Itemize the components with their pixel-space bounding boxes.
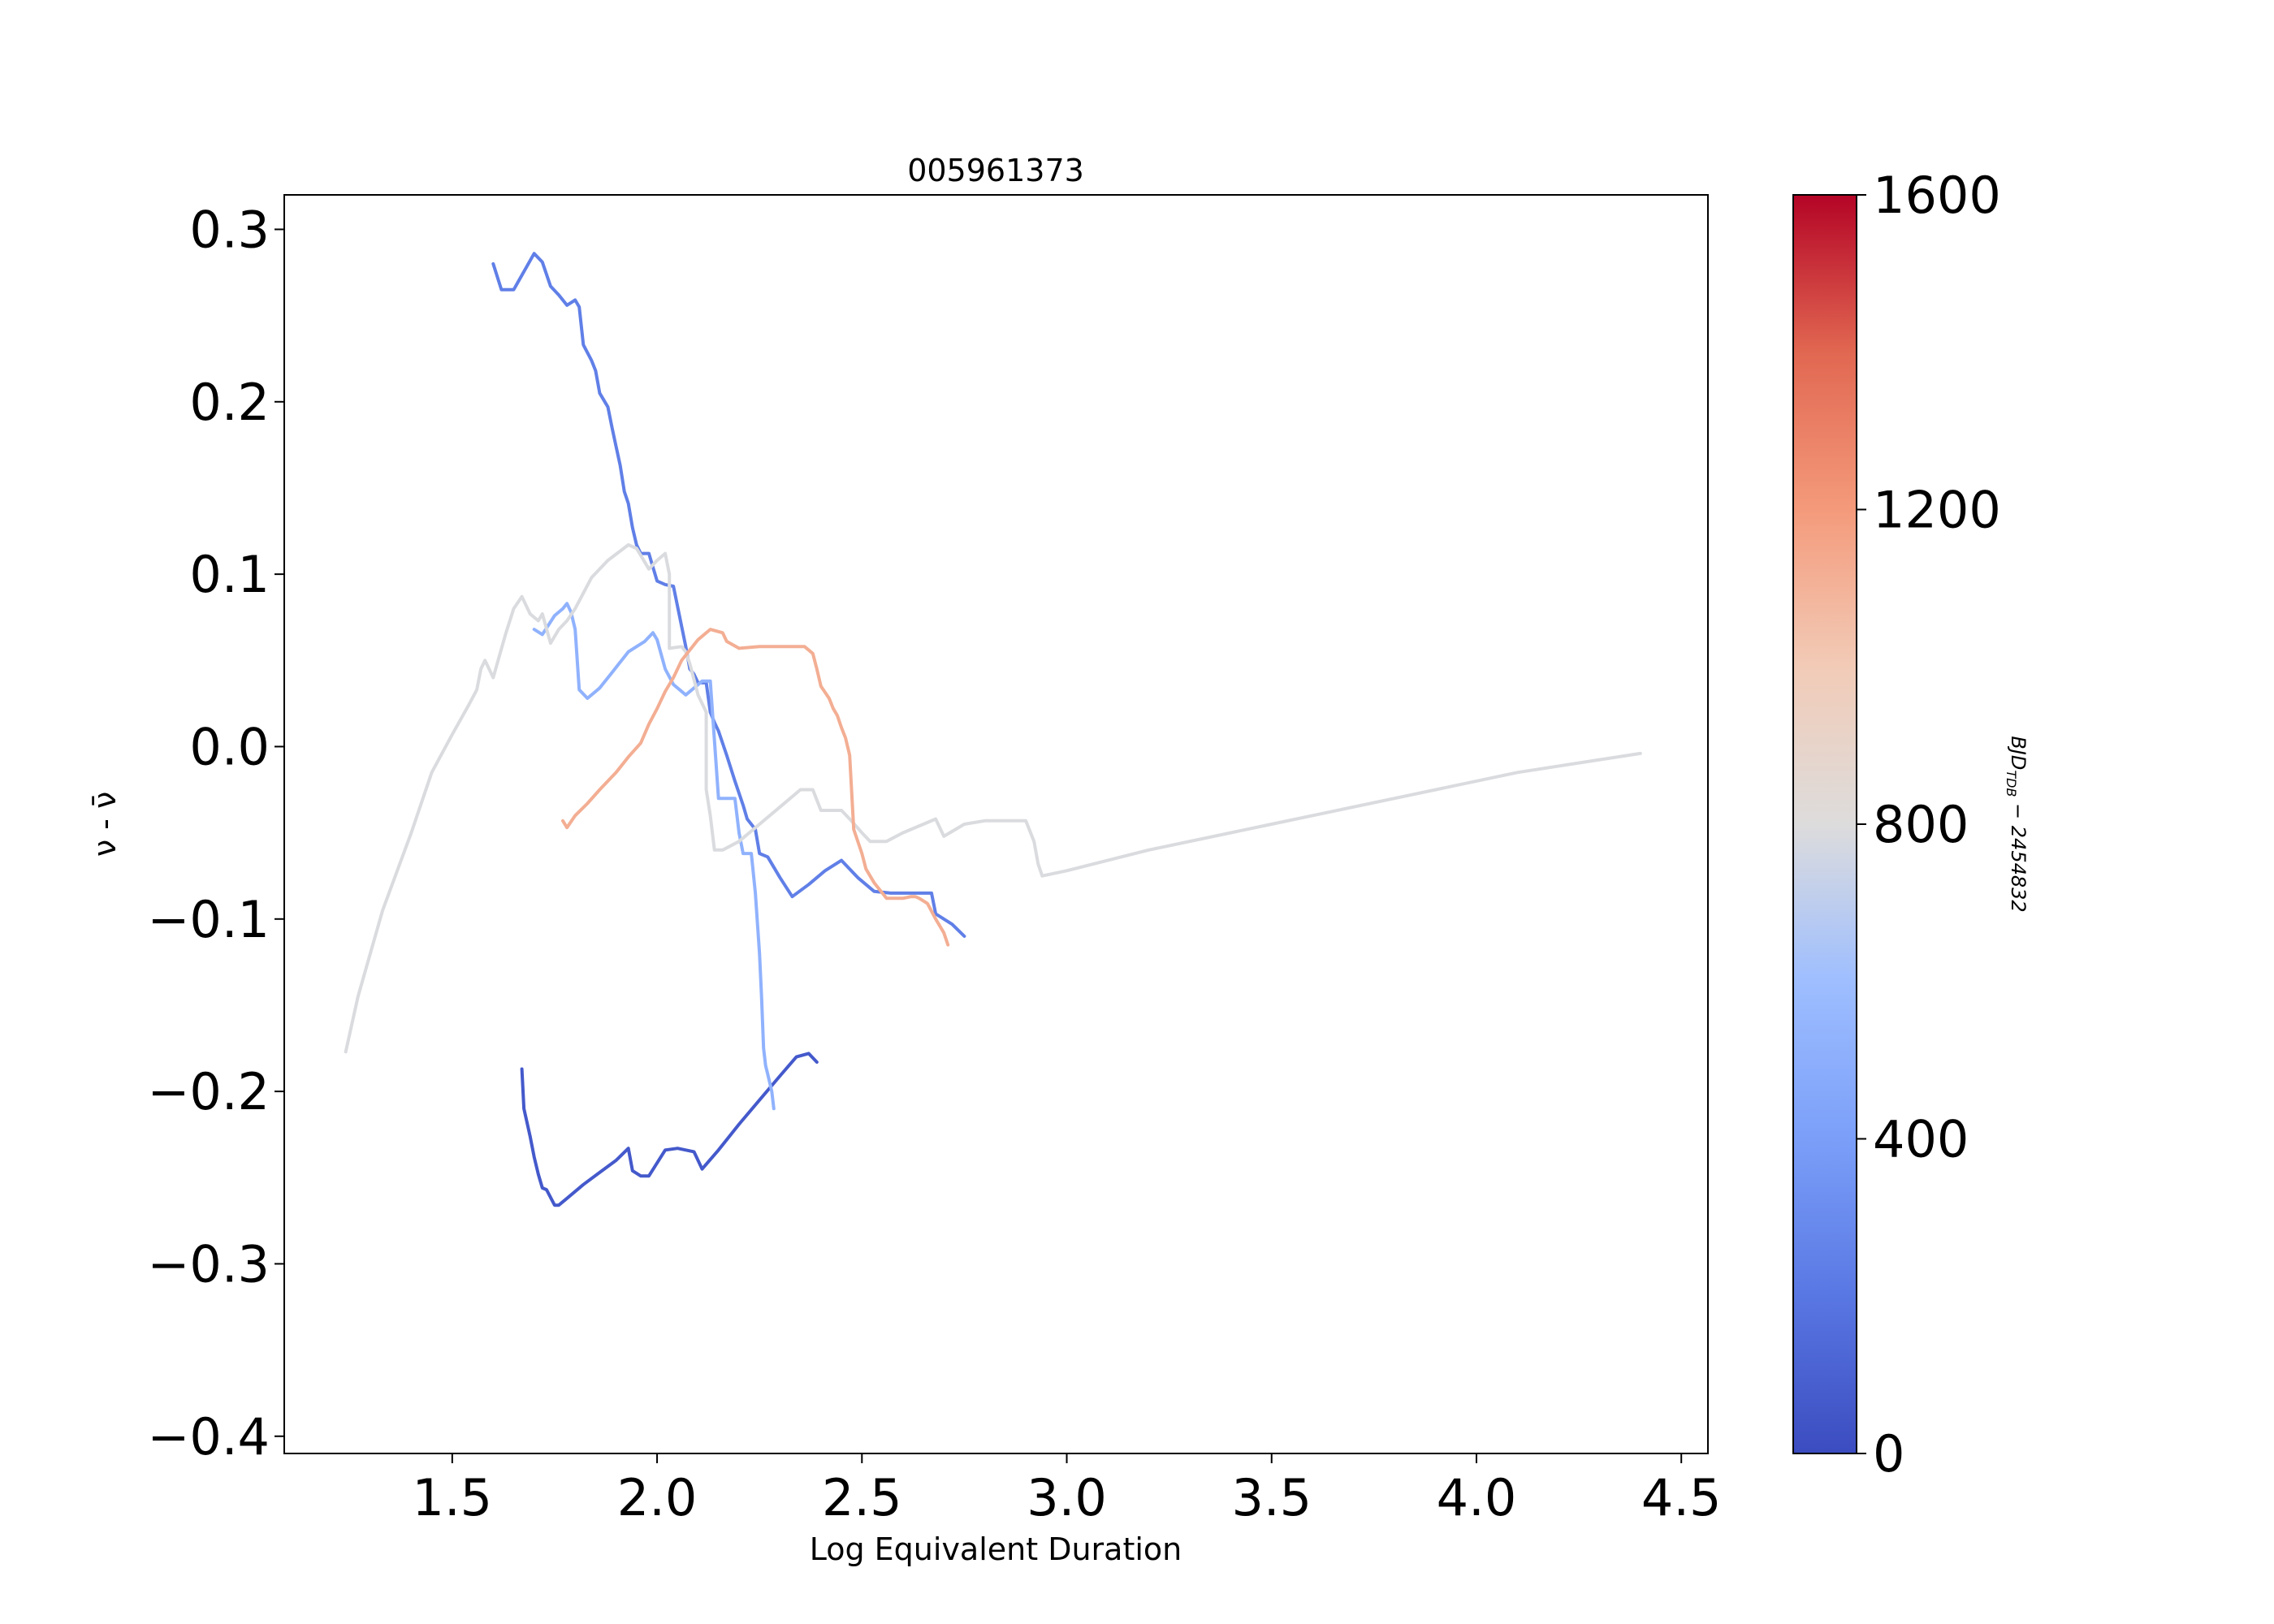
y-axis: 0.3 0.2 0.1 0.0 −0.1 −0.2 −0.3 −0.4 [147, 200, 284, 1466]
colorbar-tick-label: 1600 [1873, 166, 2001, 225]
y-tick-label: −0.4 [147, 1407, 270, 1466]
x-tick-label: 3.5 [1231, 1468, 1312, 1527]
y-axis-label: ν - ν̄ [87, 792, 123, 857]
colorbar-tick-label: 800 [1873, 795, 1969, 854]
colorbar-tick-label: 400 [1873, 1110, 1969, 1169]
series-line-0 [520, 1052, 819, 1207]
x-tick-label: 1.5 [413, 1468, 493, 1527]
colorbar-axis: 0 400 800 1200 1600 [1857, 166, 2001, 1484]
plot-frame [283, 194, 1709, 1454]
y-tick-label: −0.1 [147, 890, 270, 949]
colorbar-label: BJDTDB − 2454832 [2004, 736, 2030, 912]
series-line-2 [532, 602, 776, 1111]
series-layer [344, 252, 1642, 1207]
series-line-3 [344, 543, 1642, 1054]
series-line-1 [491, 252, 966, 938]
x-tick-label: 2.5 [822, 1468, 902, 1527]
y-tick-label: 0.0 [189, 717, 270, 776]
colorbar [1792, 194, 1857, 1454]
y-tick-label: 0.2 [189, 373, 270, 432]
series-line-4 [561, 628, 950, 947]
x-tick-label: 4.5 [1641, 1468, 1722, 1527]
colorbar-tick-label: 1200 [1873, 481, 2001, 540]
y-tick-label: 0.1 [189, 545, 270, 604]
colorbar-tick-label: 0 [1873, 1424, 1904, 1484]
x-tick-label: 2.0 [617, 1468, 698, 1527]
y-tick-label: −0.2 [147, 1062, 270, 1121]
x-tick-label: 4.0 [1437, 1468, 1517, 1527]
x-axis: 1.5 2.0 2.5 3.0 3.5 4.0 4.5 [413, 1453, 1722, 1527]
x-axis-label: Log Equivalent Duration [810, 1531, 1182, 1567]
y-tick-label: 0.3 [189, 200, 270, 259]
chart-title: 005961373 [907, 153, 1084, 188]
y-tick-label: −0.3 [147, 1234, 270, 1294]
x-tick-label: 3.0 [1027, 1468, 1107, 1527]
